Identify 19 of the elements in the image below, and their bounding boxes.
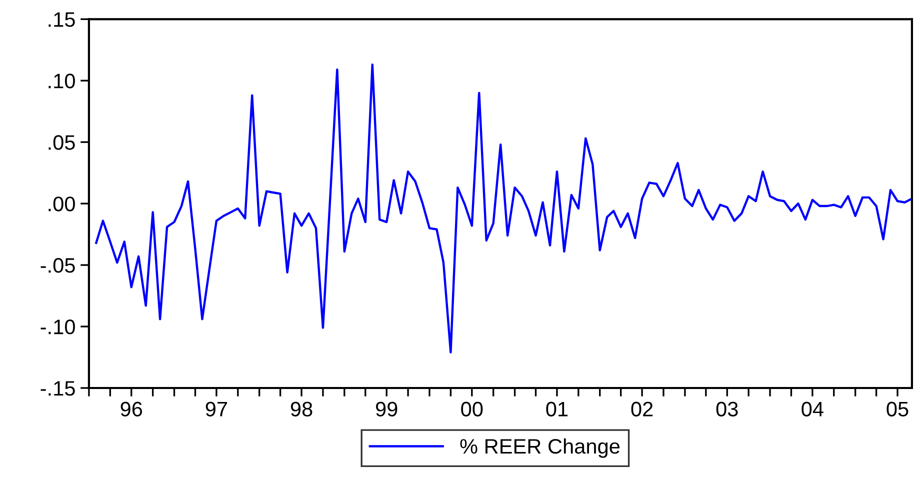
x-tick-label: 00 bbox=[461, 402, 483, 416]
x-tick-label: 96 bbox=[120, 402, 142, 416]
y-tick-label: .05 bbox=[48, 135, 75, 150]
y-tick-label: -.10 bbox=[40, 320, 75, 334]
x-tick-label: 97 bbox=[206, 402, 227, 416]
y-tick-label: .00 bbox=[48, 196, 75, 212]
y-tick-label: -.05 bbox=[40, 258, 75, 273]
y-tick-label: .15 bbox=[48, 12, 75, 27]
y-tick-label: .10 bbox=[48, 74, 75, 88]
line-series bbox=[95, 64, 912, 354]
x-tick-label: 99 bbox=[376, 402, 398, 416]
x-tick-label: 98 bbox=[290, 402, 312, 416]
x-tick-label: 04 bbox=[802, 402, 824, 416]
legend-label: % REER Change bbox=[460, 438, 620, 458]
x-tick-label: 03 bbox=[716, 402, 738, 416]
y-tick-label: -.15 bbox=[40, 381, 75, 396]
x-tick-label: 05 bbox=[886, 402, 908, 416]
x-tick-label: 01 bbox=[546, 402, 568, 416]
x-tick-label: 02 bbox=[631, 402, 653, 416]
